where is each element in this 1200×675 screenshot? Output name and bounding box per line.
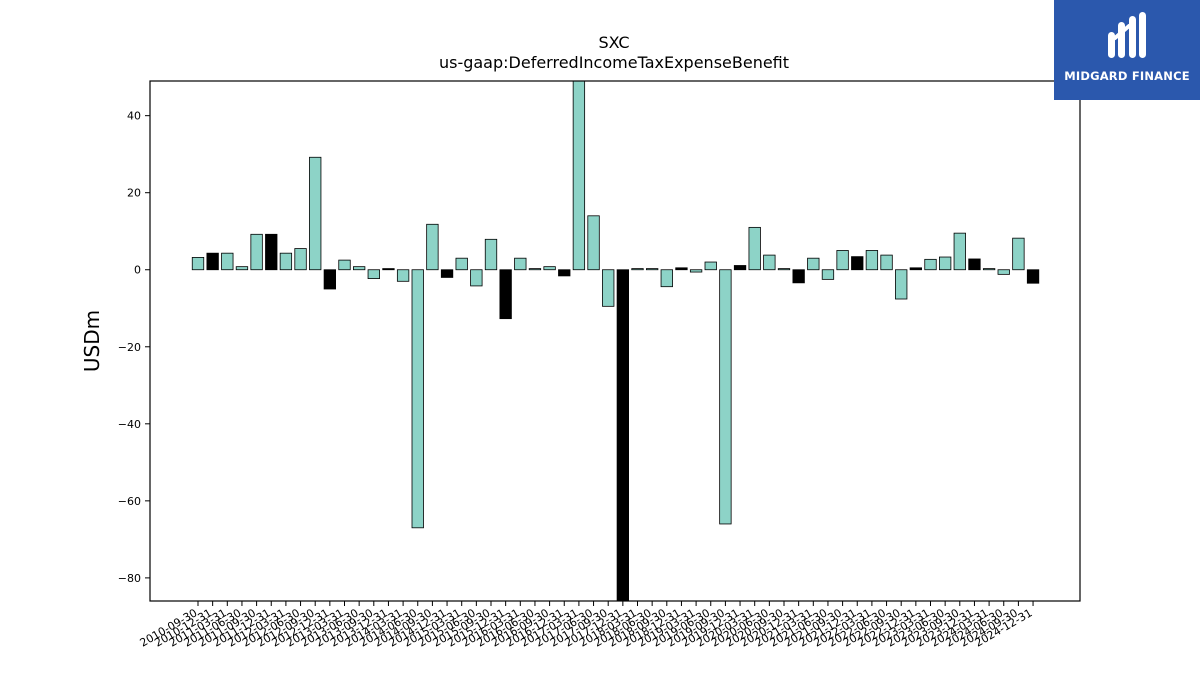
y-tick-label: −20: [118, 341, 141, 354]
bar-2015-06-30: [470, 269, 483, 287]
y-axis-label: USDm: [80, 310, 104, 372]
bar-2018-12-31: [675, 267, 688, 271]
bar-2015-03-31: [455, 257, 468, 271]
bar-2021-03-31: [807, 257, 820, 271]
bar-2021-06-30: [821, 269, 835, 280]
bar-2022-09-30: [895, 269, 908, 300]
chart-subtitle: us-gaap:DeferredIncomeTaxExpenseBenefit: [439, 53, 789, 72]
bar-2014-09-30: [426, 223, 439, 271]
bar-2016-03-31: [514, 257, 527, 271]
bar-2017-06-30: [587, 215, 600, 271]
bar-2011-09-30: [250, 233, 263, 271]
bar-2010-09-30: [191, 257, 205, 271]
bar-2011-12-31: [265, 233, 278, 271]
bar-2016-12-31: [558, 269, 571, 277]
bar-2019-12-31: [733, 265, 747, 271]
bar-2010-12-31: [206, 252, 219, 271]
bar-2019-03-31: [689, 269, 703, 273]
bar-2018-09-30: [660, 269, 673, 288]
bar-2022-06-30: [880, 254, 893, 271]
midgard-m-logo-icon: [1108, 12, 1146, 58]
bar-2022-12-31: [909, 267, 922, 271]
bar-2024-06-30: [997, 269, 1010, 275]
bar-2018-03-31: [631, 268, 644, 271]
bar-2013-09-30: [367, 269, 380, 279]
bars-group: [191, 80, 1040, 602]
bar-2021-09-30: [836, 250, 849, 271]
y-tick-label: −60: [118, 495, 141, 508]
chart-title: SXC: [598, 33, 629, 52]
bar-2022-03-31: [865, 250, 879, 271]
bar-2023-06-30: [939, 256, 952, 271]
bar-2018-06-30: [646, 268, 659, 271]
bar-2020-12-31: [792, 269, 805, 284]
bar-2012-09-30: [309, 156, 322, 271]
y-tick-label: 40: [127, 110, 141, 123]
bar-2014-12-31: [440, 269, 454, 278]
bar-2019-09-30: [719, 269, 732, 525]
bar-2023-12-31: [968, 258, 981, 271]
bar-2023-03-31: [924, 258, 937, 271]
plot-frame: [149, 80, 1081, 602]
bar-2024-09-30: [1012, 237, 1025, 271]
bar-2012-03-31: [279, 252, 293, 271]
bar-2016-06-30: [528, 268, 542, 271]
bar-2013-03-31: [338, 259, 351, 271]
bar-2011-03-31: [221, 252, 234, 271]
brand-name: MIDGARD FINANCE: [1064, 69, 1190, 83]
y-tick-label: 0: [134, 264, 141, 277]
bar-2011-06-30: [235, 266, 249, 271]
bar-2017-03-31: [572, 80, 586, 271]
bar-2020-09-30: [777, 268, 791, 271]
y-axis: 40 20 0 −20 −40 −60 −80: [118, 110, 150, 585]
bar-2015-09-30: [484, 238, 498, 271]
bar-2023-09-30: [953, 232, 966, 271]
bar-2020-06-30: [763, 254, 776, 271]
bar-2014-03-31: [396, 269, 410, 282]
bar-2024-12-31: [1026, 269, 1040, 284]
bar-2013-12-31: [382, 268, 395, 271]
bar-2014-06-30: [411, 269, 424, 529]
bar-2013-06-30: [352, 266, 366, 271]
bar-2020-03-31: [748, 226, 761, 271]
bar-2019-06-30: [704, 261, 717, 271]
bar-2017-12-31: [616, 269, 629, 602]
bar-2012-12-31: [323, 269, 337, 290]
bar-2012-06-30: [294, 248, 307, 271]
bar-2017-09-30: [602, 269, 615, 307]
y-tick-label: −80: [118, 572, 141, 585]
bar-2024-03-31: [982, 268, 996, 271]
bar-2021-12-31: [851, 256, 864, 271]
bar-2016-09-30: [543, 266, 556, 271]
brand-logo: MIDGARD FINANCE: [1054, 0, 1200, 100]
y-tick-label: −40: [118, 418, 141, 431]
bar-2015-12-31: [499, 269, 512, 320]
y-tick-label: 20: [127, 187, 141, 200]
x-axis: 2010-09-302010-12-312011-03-312011-06-30…: [138, 601, 1035, 650]
